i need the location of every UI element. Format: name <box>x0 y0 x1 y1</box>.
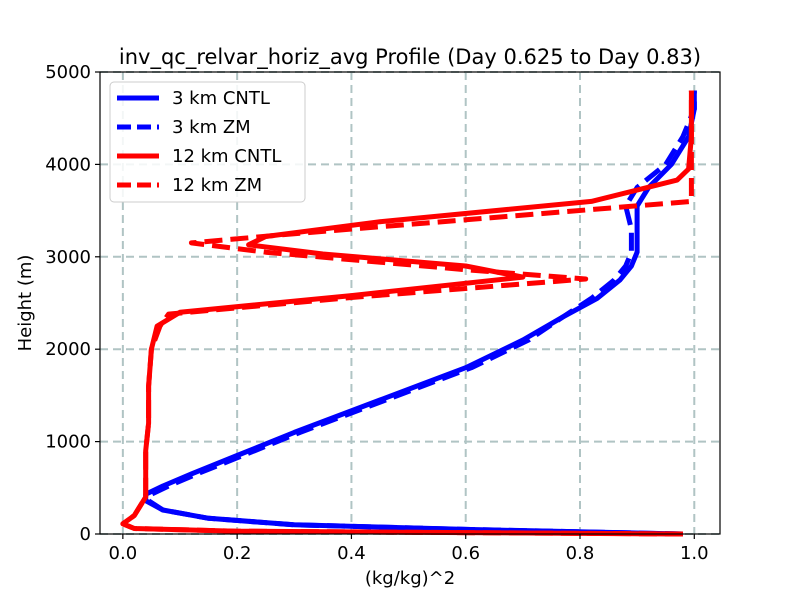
y-tick-label: 5000 <box>45 62 91 83</box>
plot-series <box>120 90 697 537</box>
y-tick-label: 3000 <box>45 247 91 268</box>
x-tick-label: 1.0 <box>680 543 709 564</box>
series-line-12-km-zm <box>120 90 694 537</box>
x-axis-title: (kg/kg)^2 <box>365 568 455 589</box>
y-tick-label: 0 <box>80 524 91 545</box>
x-tick-label: 0.2 <box>223 543 252 564</box>
y-tick-label: 2000 <box>45 339 91 360</box>
legend-label: 12 km CNTL <box>172 146 281 167</box>
y-axis-title: Height (m) <box>15 255 36 352</box>
legend: 3 km CNTL 3 km ZM 12 km CNTL 12 km ZM <box>109 81 306 203</box>
legend-box <box>109 81 306 203</box>
x-tick-label: 0.8 <box>566 543 595 564</box>
x-tick-label: 0.4 <box>337 543 366 564</box>
axis-ticks: 0.0 0.2 0.4 0.6 0.8 1.0 0 1000 2000 3000 4000 5000 <box>45 62 708 564</box>
plot-area-frame <box>99 71 721 535</box>
legend-label: 3 km ZM <box>172 117 251 138</box>
legend-label: 3 km CNTL <box>172 88 270 109</box>
x-tick-label: 0.6 <box>451 543 480 564</box>
chart-title: inv_qc_relvar_horiz_avg Profile (Day 0.6… <box>119 45 701 70</box>
x-tick-label: 0.0 <box>109 543 138 564</box>
y-tick-label: 1000 <box>45 432 91 453</box>
legend-label: 12 km ZM <box>172 175 262 196</box>
y-tick-label: 4000 <box>45 154 91 175</box>
